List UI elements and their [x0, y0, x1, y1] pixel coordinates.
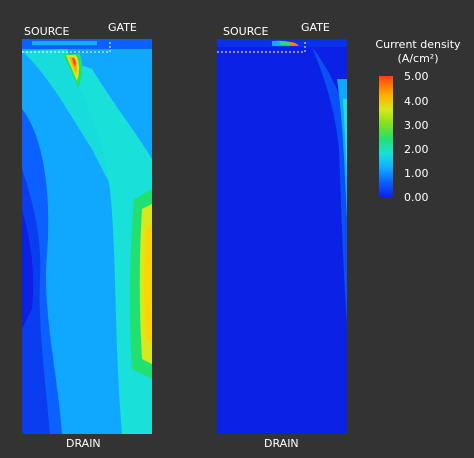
left-current-density-map [22, 39, 152, 434]
legend-tick-2: 2.00 [404, 143, 429, 156]
legend-tick-5: 5.00 [404, 70, 429, 83]
legend-title: Current density (A/cm²) [372, 38, 464, 66]
left-gate-label: GATE [108, 21, 137, 34]
right-gate-label: GATE [301, 21, 330, 34]
legend-tick-1: 1.00 [404, 167, 429, 180]
right-current-density-map [217, 39, 347, 434]
legend-tick-3: 3.00 [404, 119, 429, 132]
left-source-label: SOURCE [24, 25, 70, 38]
right-drain-label: DRAIN [264, 437, 299, 450]
left-drain-label: DRAIN [66, 437, 101, 450]
right-source-label: SOURCE [223, 25, 269, 38]
colorbar [379, 76, 393, 197]
legend-title-line1: Current density [375, 38, 461, 51]
legend-title-line2: (A/cm²) [397, 52, 439, 65]
legend-tick-0: 0.00 [404, 191, 429, 204]
legend-tick-4: 4.00 [404, 95, 429, 108]
